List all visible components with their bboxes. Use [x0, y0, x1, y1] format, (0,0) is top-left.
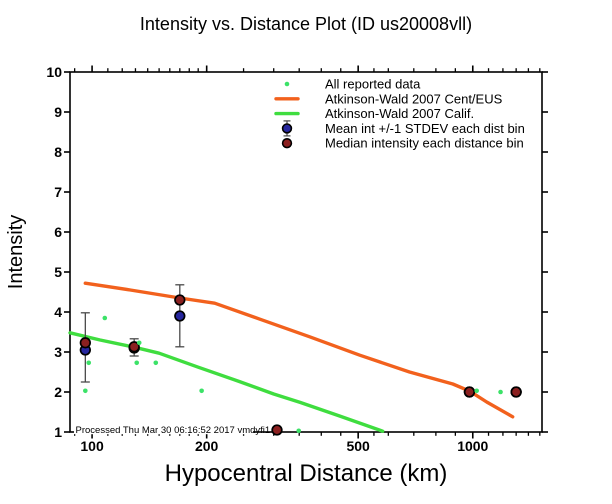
y-tick-label: 9	[54, 104, 62, 120]
reported-data-point	[136, 340, 142, 346]
y-tick-label: 7	[54, 184, 62, 200]
y-tick-label: 5	[54, 264, 62, 280]
x-tick-label: 1000	[457, 438, 488, 454]
x-axis-label: Hypocentral Distance (km)	[165, 460, 448, 487]
legend-label: Atkinson-Wald 2007 Calif.	[325, 106, 474, 121]
x-tick-label: 500	[346, 438, 370, 454]
plot-frame	[69, 71, 543, 433]
y-axis-label: Intensity	[5, 215, 27, 289]
curve-atkinson-wald-calif	[68, 331, 385, 433]
y-tick-label: 3	[54, 344, 62, 360]
x-tick-label: 200	[195, 438, 219, 454]
legend-marker-mean-circle	[281, 123, 293, 134]
median-intensity-point	[174, 294, 186, 306]
legend-marker-median-circle	[281, 138, 293, 149]
reported-data-point	[86, 360, 92, 366]
legend-label: Atkinson-Wald 2007 Cent/EUS	[325, 91, 503, 106]
median-intensity-point	[128, 341, 140, 353]
reported-data-point	[199, 388, 204, 394]
legend-label: Mean int +/-1 STDEV each dist bin	[325, 121, 525, 136]
footer-note-backing	[74, 423, 253, 435]
median-intensity-point	[463, 386, 476, 398]
mean-intensity-point	[174, 310, 186, 322]
reported-data-point	[474, 388, 479, 394]
legend-marker-dot	[284, 81, 290, 87]
median-intensity-point	[510, 386, 522, 398]
reported-data-point	[83, 388, 88, 394]
plot-layer: 1 2 3 4 5 6 7 8 9 10 100 200 500 1000 All reported dat…	[46, 64, 548, 454]
x-tick-label: 100	[80, 438, 104, 454]
reported-data-point	[134, 360, 140, 366]
reported-data-point	[102, 315, 108, 321]
reported-data-point	[498, 389, 503, 395]
y-tick-label: 1	[54, 424, 62, 440]
chart-title: Intensity vs. Distance Plot (ID us20008v…	[140, 14, 472, 34]
y-tick-label: 4	[54, 304, 62, 320]
y-tick-label: 6	[54, 224, 62, 240]
y-tick-label: 2	[54, 384, 62, 400]
y-tick-label: 8	[54, 144, 62, 160]
median-intensity-point	[271, 424, 283, 436]
reported-data-point	[153, 360, 159, 366]
legend-label: Median intensity each distance bin	[325, 136, 524, 151]
reported-data-point	[296, 428, 302, 434]
legend-label: All reported data	[325, 77, 421, 92]
processed-timestamp-note: Processed Thu Mar 30 06:16:52 2017 vmdyf…	[76, 425, 271, 436]
y-tick-label: 10	[46, 64, 62, 80]
median-intensity-point	[79, 337, 91, 349]
